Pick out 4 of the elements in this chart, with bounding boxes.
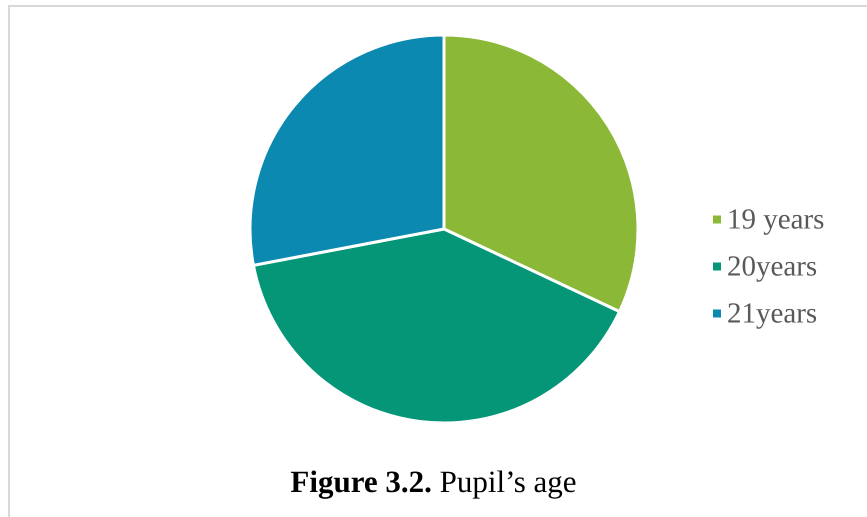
legend-label: 21years	[727, 298, 818, 330]
legend-label: 20years	[727, 250, 818, 282]
text: Figure 3.2. Pupil’s age	[290, 464, 577, 499]
legend-label: 19 years	[727, 204, 824, 236]
